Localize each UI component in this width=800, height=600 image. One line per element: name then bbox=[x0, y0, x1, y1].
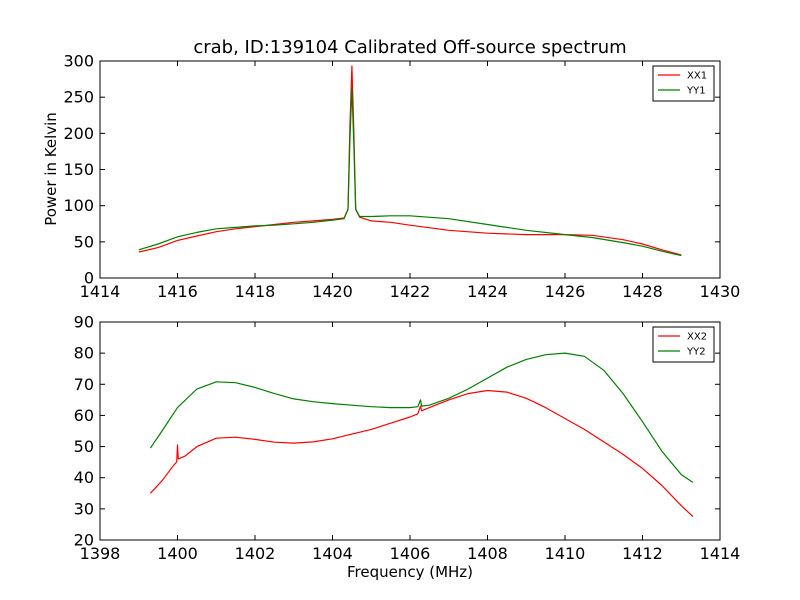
legend-label-xx2: XX2 bbox=[687, 332, 707, 343]
top-y-tick-label: 250 bbox=[63, 88, 94, 107]
bottom-x-tick-label: 1404 bbox=[312, 544, 353, 563]
bottom-y-tick-label: 60 bbox=[74, 406, 94, 425]
bottom-y-tick-label: 70 bbox=[74, 375, 94, 394]
top-y-tick-label: 150 bbox=[63, 160, 94, 179]
legend-label-yy2: YY2 bbox=[686, 347, 706, 358]
top-x-tick-label: 1414 bbox=[80, 282, 121, 301]
bottom-x-tick-label: 1398 bbox=[80, 544, 121, 563]
legend-label-xx1: XX1 bbox=[687, 71, 707, 82]
chart-title: crab, ID:139104 Calibrated Off-source sp… bbox=[193, 37, 626, 58]
bottom-x-tick-label: 1400 bbox=[157, 544, 198, 563]
series-line-yy1 bbox=[138, 87, 682, 257]
top-spectrum-plot: 1414 1416 1418 1420 1422 1424 1426 1428 1430 0 50 1… bbox=[63, 52, 740, 302]
bottom-y-tick-label: 80 bbox=[74, 344, 94, 363]
top-x-tick-label: 1422 bbox=[390, 282, 431, 301]
top-x-tick-label: 1420 bbox=[312, 282, 353, 301]
bottom-y-tick-label: 30 bbox=[74, 499, 94, 518]
series-line-xx2 bbox=[149, 389, 694, 518]
bottom-spectrum-plot: 1398 1400 1402 1404 1406 1408 1410 1412 1414 20 30… bbox=[74, 313, 741, 564]
bottom-x-tick-label: 1414 bbox=[700, 544, 741, 563]
top-legend bbox=[652, 65, 715, 102]
top-y-tick-label: 0 bbox=[84, 269, 94, 288]
top-y-axis-label: Power in Kelvin bbox=[42, 112, 60, 226]
top-x-tick-label: 1416 bbox=[157, 282, 198, 301]
bottom-x-tick-label: 1408 bbox=[467, 544, 508, 563]
top-y-tick-label: 50 bbox=[74, 232, 94, 251]
top-plot-frame bbox=[99, 60, 721, 279]
top-x-tick-label: 1428 bbox=[622, 282, 663, 301]
bottom-legend bbox=[652, 326, 715, 363]
legend-label-yy1: YY1 bbox=[686, 86, 706, 97]
series-line-xx1 bbox=[138, 65, 682, 256]
bottom-x-axis-label: Frequency (MHz) bbox=[347, 563, 473, 581]
bottom-x-tick-label: 1402 bbox=[235, 544, 276, 563]
top-y-tick-label: 300 bbox=[63, 52, 94, 71]
series-line-yy2 bbox=[149, 352, 694, 483]
bottom-y-tick-label: 50 bbox=[74, 437, 94, 456]
bottom-y-tick-label: 20 bbox=[74, 531, 94, 550]
bottom-y-tick-label: 90 bbox=[74, 313, 94, 332]
bottom-x-tick-label: 1412 bbox=[622, 544, 663, 563]
top-y-tick-label: 100 bbox=[63, 196, 94, 215]
bottom-plot-frame bbox=[99, 321, 721, 541]
bottom-x-tick-label: 1406 bbox=[390, 544, 431, 563]
top-x-tick-label: 1426 bbox=[545, 282, 586, 301]
top-x-tick-label: 1430 bbox=[700, 282, 741, 301]
top-y-tick-label: 200 bbox=[63, 124, 94, 143]
top-x-tick-label: 1424 bbox=[467, 282, 508, 301]
bottom-y-tick-label: 40 bbox=[74, 468, 94, 487]
top-x-tick-label: 1418 bbox=[235, 282, 276, 301]
bottom-x-tick-label: 1410 bbox=[545, 544, 586, 563]
